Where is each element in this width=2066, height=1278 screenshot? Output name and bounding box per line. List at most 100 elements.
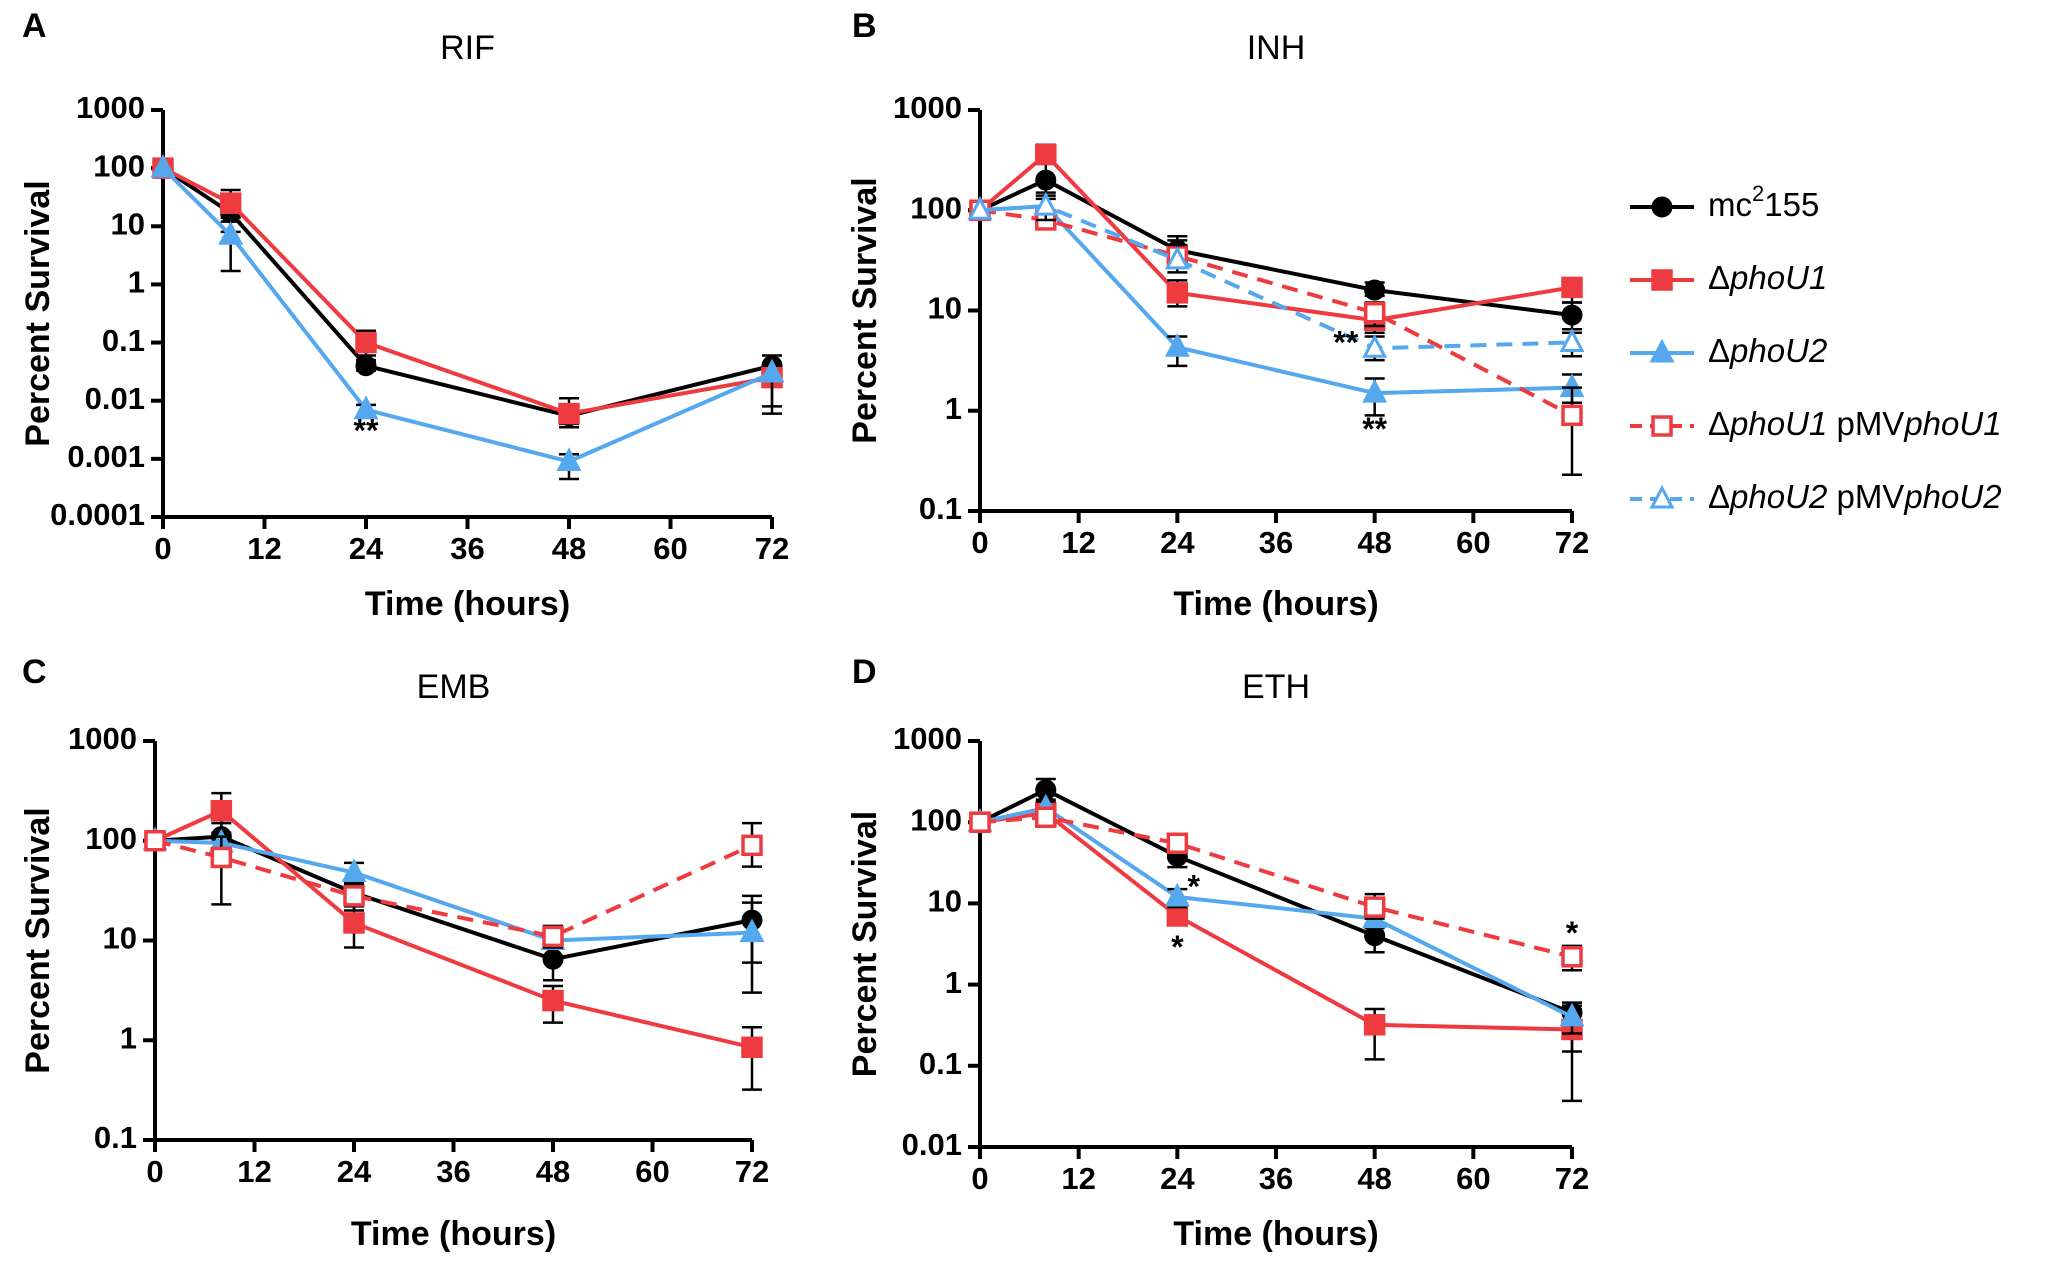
- x-tick-label: 24: [337, 1154, 372, 1189]
- legend-item-phoU2: ΔphoU2: [1630, 332, 1827, 369]
- data-point: [355, 331, 377, 354]
- y-tick-label: 10: [103, 921, 137, 956]
- series-line: [154, 834, 753, 962]
- data-point: [967, 196, 993, 220]
- y-tick-label: 0.1: [919, 1046, 962, 1081]
- data-point: [343, 912, 365, 934]
- chart-panel-C: C EMB 0.1 1 10 100 1000 0 12 24 36 48 60 72 Time (hour…: [19, 653, 769, 1253]
- x-tick-label: 48: [1357, 1161, 1391, 1196]
- data-point: [1363, 301, 1386, 324]
- x-tick-label: 72: [755, 531, 789, 566]
- series-phoU1: [969, 802, 1583, 1103]
- data-point: [1035, 143, 1057, 166]
- x-tick-label: 0: [146, 1154, 163, 1189]
- chart-title: EMB: [417, 668, 491, 706]
- data-point: [210, 846, 233, 869]
- y-axis-label: Percent Survival: [19, 180, 57, 446]
- data-point: [1166, 282, 1189, 304]
- series-phoU1_comp: [969, 199, 1583, 476]
- data-point: [1363, 896, 1386, 918]
- y-tick-label: 100: [910, 190, 962, 225]
- data-point: [1166, 832, 1189, 855]
- y-axis-label: Percent Survival: [846, 811, 884, 1077]
- legend-marker: [1651, 415, 1673, 437]
- series-line: [979, 815, 1573, 959]
- y-tick-label: 0.01: [85, 381, 145, 416]
- chart-panel-A: A RIF 0.0001 0.001 0.01 0.1 1 10 100 1000 0 12 24 36 4…: [19, 7, 789, 623]
- y-axis-label: Percent Survival: [846, 177, 884, 443]
- significance-marker: **: [1362, 411, 1387, 447]
- data-point: [1166, 905, 1189, 927]
- x-tick-label: 60: [1456, 1161, 1490, 1196]
- series-line: [979, 178, 1573, 318]
- data-point: [556, 447, 582, 472]
- data-point: [1364, 279, 1386, 301]
- y-tick-label: 0.001: [67, 439, 145, 474]
- x-tick-label: 0: [154, 531, 171, 566]
- x-tick-label: 36: [436, 1154, 470, 1189]
- series-line: [979, 204, 1573, 396]
- legend-item-mc2155: mc2155: [1630, 181, 1819, 223]
- series-phoU1: [144, 791, 763, 1091]
- y-tick-label: 10: [928, 291, 962, 326]
- y-tick-label: 100: [85, 821, 137, 856]
- series-phoU2: [142, 826, 765, 994]
- data-point: [353, 395, 379, 420]
- x-tick-label: 24: [349, 531, 384, 566]
- y-tick-label: 0.0001: [50, 497, 145, 532]
- data-point: [1033, 191, 1059, 216]
- legend-marker: [1649, 484, 1675, 509]
- panel-letter: B: [852, 7, 877, 45]
- x-tick-label: 72: [1555, 525, 1589, 560]
- x-tick-label: 36: [450, 531, 484, 566]
- legend-item-phoU1: ΔphoU1: [1630, 259, 1827, 296]
- x-tick-label: 60: [653, 531, 687, 566]
- series-line: [978, 152, 1573, 323]
- data-point: [739, 918, 765, 943]
- y-tick-label: 0.1: [102, 323, 145, 358]
- y-tick-label: 0.1: [94, 1120, 137, 1155]
- data-point: [355, 355, 377, 377]
- data-point: [150, 153, 176, 178]
- x-tick-label: 12: [237, 1154, 271, 1189]
- data-point: [1035, 169, 1057, 191]
- legend: mc2155 ΔphoU1 ΔphoU2 ΔphoU1 pMVphoU1 ΔphoU2 …: [1630, 181, 2002, 515]
- data-point: [542, 925, 564, 948]
- x-tick-label: 36: [1259, 1161, 1293, 1196]
- data-point: [1362, 378, 1388, 403]
- legend-marker: [1651, 196, 1673, 218]
- series-line: [162, 166, 773, 416]
- data-point: [1362, 334, 1388, 358]
- series-mc2155: [152, 157, 783, 429]
- chart-title: RIF: [440, 29, 495, 67]
- panel-letter: C: [22, 653, 47, 691]
- panel-letter: D: [852, 653, 877, 691]
- data-point: [741, 834, 763, 857]
- series-line: [161, 166, 773, 464]
- x-tick-label: 72: [1555, 1161, 1589, 1196]
- data-point: [1364, 925, 1386, 947]
- x-tick-label: 72: [735, 1154, 769, 1189]
- y-tick-label: 1: [945, 391, 962, 426]
- legend-marker: [1651, 269, 1673, 291]
- data-point: [1559, 1002, 1585, 1027]
- x-tick-label: 12: [247, 531, 281, 566]
- x-tick-label: 60: [1456, 525, 1490, 560]
- data-point: [218, 221, 244, 245]
- data-point: [1561, 404, 1583, 427]
- x-tick-label: 12: [1061, 525, 1095, 560]
- legend-marker: [1649, 338, 1675, 363]
- x-tick-label: 0: [971, 525, 988, 560]
- series-phoU2: [150, 153, 785, 481]
- data-point: [1035, 806, 1057, 829]
- significance-marker: *: [1566, 915, 1579, 951]
- series-phoU1: [152, 157, 783, 426]
- legend-label: ΔphoU2: [1708, 332, 1827, 369]
- y-tick-label: 1: [120, 1020, 137, 1055]
- x-tick-label: 24: [1160, 1161, 1195, 1196]
- series-phoU2: [967, 793, 1585, 1035]
- chart-panel-D: D ETH 0.01 0.1 1 10 100 1000 0 12 24 36 48 60 72 Time (…: [846, 653, 1589, 1253]
- panel-letter: A: [22, 7, 47, 45]
- data-point: [1561, 946, 1583, 968]
- data-point: [1164, 333, 1190, 357]
